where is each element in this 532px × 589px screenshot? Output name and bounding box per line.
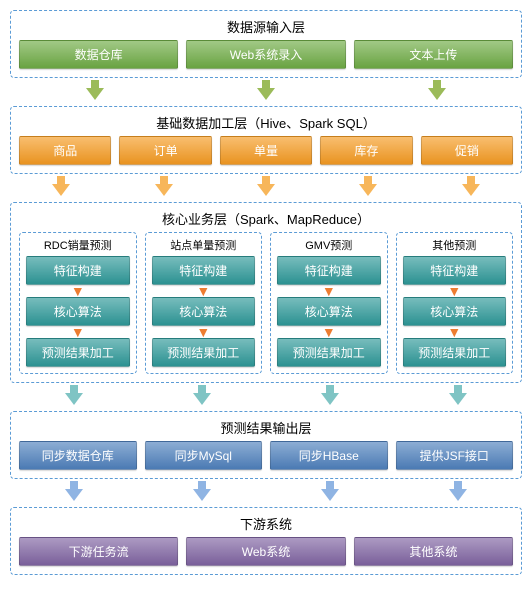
small-arrow-icon: ▼ [403, 327, 507, 337]
arrow-down-icon [321, 489, 339, 501]
layer-core: 核心业务层（Spark、MapReduce）RDC销量预测特征构建▼核心算法▼预… [10, 202, 522, 383]
box-output-0: 同步数据仓库 [19, 441, 137, 470]
arrow-down-icon [52, 184, 70, 196]
box-base-1: 订单 [119, 136, 211, 165]
box-base-3: 库存 [320, 136, 412, 165]
arrow-down-icon [257, 184, 275, 196]
arrow-down-icon [321, 393, 339, 405]
arrow-down-icon [155, 184, 173, 196]
layer-title: 基础数据加工层（Hive、Spark SQL） [19, 113, 513, 132]
arrow-row [10, 387, 522, 411]
layer-title: 核心业务层（Spark、MapReduce） [19, 209, 513, 228]
small-arrow-icon: ▼ [26, 327, 130, 337]
subgroup-title: GMV预测 [277, 237, 381, 253]
layer-input: 数据源输入层数据仓库 Web系统录入文本上传 [10, 10, 522, 78]
box-downstream-0: 下游任务流 [19, 537, 178, 566]
subgroup-col: 特征构建▼核心算法▼预测结果加工 [26, 256, 130, 367]
small-arrow-icon: ▼ [152, 286, 256, 296]
step-box: 核心算法 [277, 297, 381, 326]
subgroup-col: 特征构建▼核心算法▼预测结果加工 [403, 256, 507, 367]
subgroup-title: RDC销量预测 [26, 237, 130, 253]
box-base-4: 促销 [421, 136, 513, 165]
subgroup-2: GMV预测特征构建▼核心算法▼预测结果加工 [270, 232, 388, 374]
small-arrow-icon: ▼ [277, 327, 381, 337]
arrow-row [10, 483, 522, 507]
arrow-down-icon [86, 88, 104, 100]
step-box: 特征构建 [152, 256, 256, 285]
subgroup-col: 特征构建▼核心算法▼预测结果加工 [277, 256, 381, 367]
layer-base: 基础数据加工层（Hive、Spark SQL） 商品订单单量库存促销 [10, 106, 522, 174]
subgroup-1: 站点单量预测特征构建▼核心算法▼预测结果加工 [145, 232, 263, 374]
subgroup-title: 站点单量预测 [152, 237, 256, 253]
layer-title: 下游系统 [19, 514, 513, 533]
step-box: 预测结果加工 [403, 338, 507, 367]
small-arrow-icon: ▼ [403, 286, 507, 296]
layer-row: 商品订单单量库存促销 [19, 136, 513, 165]
layer-title: 预测结果输出层 [19, 418, 513, 437]
layer-row: 下游任务流 Web系统其他系统 [19, 537, 513, 566]
arrow-row [10, 178, 522, 202]
box-input-0: 数据仓库 [19, 40, 178, 69]
box-input-2: 文本上传 [354, 40, 513, 69]
step-box: 核心算法 [403, 297, 507, 326]
small-arrow-icon: ▼ [152, 327, 256, 337]
arrow-down-icon [65, 489, 83, 501]
step-box: 核心算法 [26, 297, 130, 326]
small-arrow-icon: ▼ [26, 286, 130, 296]
box-downstream-2: 其他系统 [354, 537, 513, 566]
subgroup-title: 其他预测 [403, 237, 507, 253]
arrow-row [10, 82, 522, 106]
box-output-1: 同步MySql [145, 441, 263, 470]
step-box: 核心算法 [152, 297, 256, 326]
small-arrow-icon: ▼ [277, 286, 381, 296]
arrow-down-icon [449, 393, 467, 405]
subgroup-row: RDC销量预测特征构建▼核心算法▼预测结果加工站点单量预测特征构建▼核心算法▼预… [19, 232, 513, 374]
arrow-down-icon [449, 489, 467, 501]
box-input-1: Web系统录入 [186, 40, 345, 69]
step-box: 预测结果加工 [26, 338, 130, 367]
step-box: 预测结果加工 [277, 338, 381, 367]
arrow-down-icon [462, 184, 480, 196]
layer-output: 预测结果输出层同步数据仓库同步MySql同步HBase 提供JSF接口 [10, 411, 522, 479]
box-downstream-1: Web系统 [186, 537, 345, 566]
subgroup-3: 其他预测特征构建▼核心算法▼预测结果加工 [396, 232, 514, 374]
arrow-down-icon [359, 184, 377, 196]
box-output-2: 同步HBase [270, 441, 388, 470]
arrow-down-icon [257, 88, 275, 100]
arrow-down-icon [428, 88, 446, 100]
layer-row: 数据仓库 Web系统录入文本上传 [19, 40, 513, 69]
subgroup-col: 特征构建▼核心算法▼预测结果加工 [152, 256, 256, 367]
step-box: 特征构建 [26, 256, 130, 285]
box-base-2: 单量 [220, 136, 312, 165]
arrow-down-icon [193, 393, 211, 405]
layer-downstream: 下游系统下游任务流 Web系统其他系统 [10, 507, 522, 575]
box-output-3: 提供JSF接口 [396, 441, 514, 470]
layer-row: 同步数据仓库同步MySql同步HBase 提供JSF接口 [19, 441, 513, 470]
layer-title: 数据源输入层 [19, 17, 513, 36]
step-box: 特征构建 [403, 256, 507, 285]
step-box: 特征构建 [277, 256, 381, 285]
subgroup-0: RDC销量预测特征构建▼核心算法▼预测结果加工 [19, 232, 137, 374]
box-base-0: 商品 [19, 136, 111, 165]
step-box: 预测结果加工 [152, 338, 256, 367]
arrow-down-icon [65, 393, 83, 405]
arrow-down-icon [193, 489, 211, 501]
